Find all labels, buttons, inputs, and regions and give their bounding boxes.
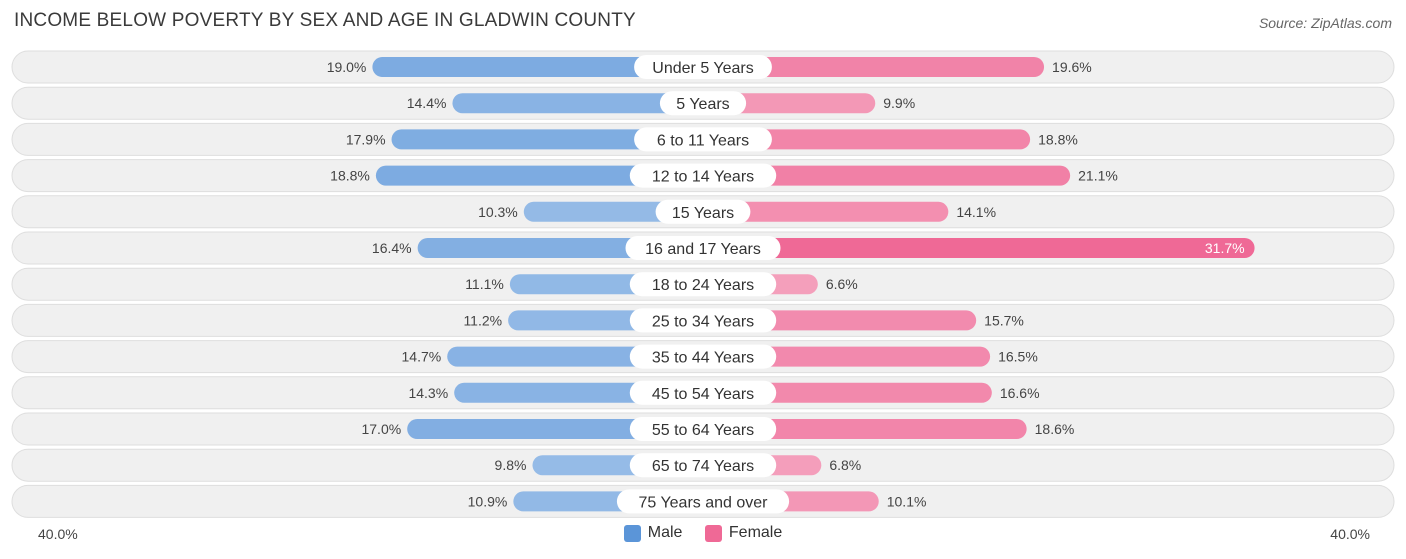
bar-female [703,419,1027,439]
bar-male [375,165,703,186]
bar-male [407,419,703,439]
bar-female [703,129,1031,150]
bar-female [703,93,876,114]
bar-male [391,129,703,150]
category-label: 55 to 64 Years [652,422,754,439]
row-5-years: 14.4% 9.9% 5 Years [11,86,1395,120]
label-male: 18.8% [330,168,370,184]
category-label: 35 to 44 Years [652,350,754,367]
row-12-to-14-years: 18.8% 21.1% 12 to 14 Years [11,159,1395,193]
bar-female [703,238,1255,258]
category-pill [629,453,777,478]
label-female: 6.8% [829,457,861,473]
category-pill [634,127,772,152]
category-pill [659,91,747,116]
label-male: 14.4% [407,95,447,111]
axis-label-right: 40.0% [1330,526,1370,542]
label-male: 17.9% [346,131,386,147]
label-male: 11.2% [463,312,502,328]
label-male: 11.1% [465,276,504,292]
legend-label-female: Female [728,524,783,541]
bar-female [703,57,1045,77]
category-label: 5 Years [676,96,729,113]
row-65-to-74-years: 9.8% 6.8% 65 to 74 Years [11,448,1395,482]
label-female: 16.5% [998,349,1038,365]
label-male: 9.8% [495,457,527,473]
label-female: 18.6% [1035,421,1075,437]
row-45-to-54-years: 14.3% 16.6% 45 to 54 Years [11,376,1395,410]
label-male: 16.4% [372,240,412,256]
row-35-to-44-years: 14.7% 16.5% 35 to 44 Years [11,340,1395,374]
row-16-and-17-years: 16.4% 31.7% 16 and 17 Years [11,231,1395,265]
category-pill [625,236,781,260]
category-pill [629,272,777,297]
label-female: 16.6% [1000,385,1040,401]
category-label: 65 to 74 Years [652,458,754,475]
category-pill [634,55,772,79]
label-male: 19.0% [327,59,367,75]
bar-male [452,93,703,114]
row-55-to-64-years: 17.0% 18.6% 55 to 64 Years [11,412,1395,446]
category-pill [629,344,777,369]
legend-label-male: Male [647,524,683,541]
row-under-5-years: 19.0% 19.6% Under 5 Years [11,50,1395,84]
bar-male [372,57,703,77]
category-pill [655,199,751,224]
label-female: 18.8% [1038,131,1078,147]
category-label: 25 to 34 Years [652,313,754,330]
label-male: 17.0% [361,421,401,437]
row-6-to-11-years: 17.9% 18.8% 6 to 11 Years [11,122,1395,156]
category-pill [629,380,777,405]
label-male: 14.7% [402,349,442,365]
category-label: 45 to 54 Years [652,386,754,403]
category-pill [629,163,777,188]
source-label: Source: ZipAtlas.com [1258,15,1392,31]
category-label: 75 Years and over [639,494,769,511]
bar-female [703,165,1071,186]
row-18-to-24-years: 11.1% 6.6% 18 to 24 Years [11,267,1395,301]
label-female: 21.1% [1078,168,1118,184]
bar-female [703,201,949,222]
category-pill [629,417,777,441]
legend-swatch-male [623,524,641,542]
category-label: 18 to 24 Years [652,277,754,294]
label-female: 19.6% [1052,59,1092,75]
label-male: 10.3% [478,204,518,220]
label-female: 6.6% [826,276,858,292]
category-label: 12 to 14 Years [652,169,754,186]
label-female: 15.7% [984,312,1024,328]
label-female: 10.1% [887,493,927,509]
row-15-years: 10.3% 14.1% 15 Years [11,195,1395,229]
label-female: 31.7% [1205,240,1245,256]
axis-label-left: 40.0% [38,526,78,542]
bar-female [703,382,992,403]
legend: Male Female [0,524,1406,547]
category-pill [616,489,790,514]
label-female: 9.9% [883,95,915,111]
legend-item-male[interactable]: Male [623,524,683,542]
label-male: 10.9% [468,493,508,509]
legend-swatch-female [704,524,722,542]
category-label: 16 and 17 Years [645,241,761,258]
row-75-years-and-over: 10.9% 10.1% 75 Years and over [11,484,1395,518]
chart-title: INCOME BELOW POVERTY BY SEX AND AGE IN G… [14,10,636,31]
legend-item-female[interactable]: Female [704,524,783,542]
category-pill [629,308,777,333]
label-male: 14.3% [408,385,448,401]
category-label: Under 5 Years [652,60,753,77]
row-25-to-34-years: 11.2% 15.7% 25 to 34 Years [11,303,1395,337]
category-label: 15 Years [672,205,734,222]
label-female: 14.1% [956,204,996,220]
category-label: 6 to 11 Years [657,132,749,149]
